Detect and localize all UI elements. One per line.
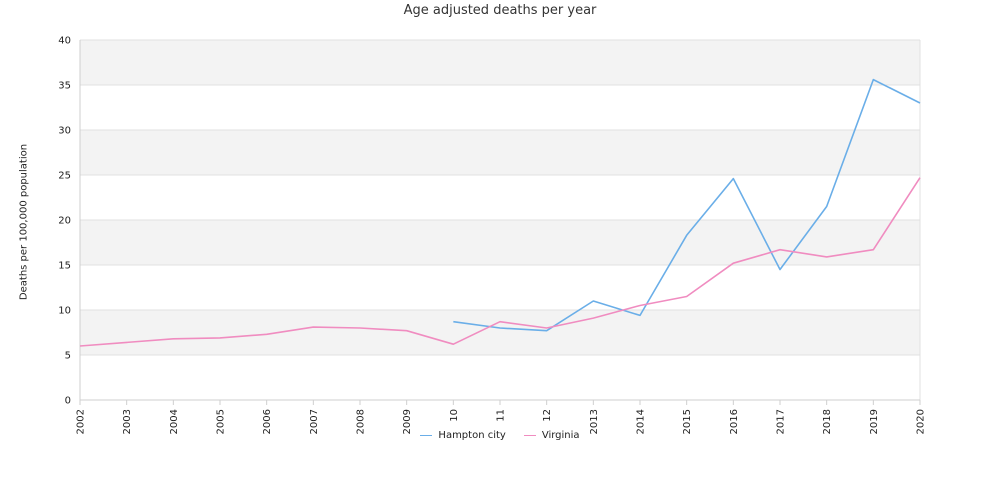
x-tick-label: 2004: [169, 409, 180, 434]
y-tick-label: 25: [58, 171, 71, 182]
x-tick-label: 11: [496, 409, 507, 422]
y-tick-labels: 0 5 10 15 20 25 30 35 40: [58, 36, 71, 407]
x-tick-label: 2002: [76, 409, 87, 434]
y-tick-label: 5: [65, 351, 71, 362]
grid-band: [80, 265, 920, 310]
legend-swatch-1: [523, 435, 536, 436]
y-tick-label: 40: [58, 36, 71, 47]
x-tick-label: 2018: [822, 409, 833, 434]
y-tick-label: 35: [58, 81, 71, 92]
y-tick-label: 30: [58, 126, 71, 137]
y-tick-label: 0: [65, 396, 71, 407]
x-tick-labels: 2002 2003 2004 2005 2006 2007 2008 2009 10 11 12 20…: [76, 409, 927, 434]
x-tick-label: 2003: [122, 409, 133, 434]
x-tick-label: 2020: [916, 409, 927, 434]
grid-band: [80, 85, 920, 130]
x-tick-label: 2005: [216, 409, 227, 434]
series-line-0[interactable]: [453, 78, 921, 332]
x-tick-label: 2009: [402, 409, 413, 434]
grid-band: [80, 310, 920, 355]
x-tick-label: 2019: [869, 409, 880, 434]
grid-band: [80, 355, 920, 400]
x-tick-label: 10: [449, 409, 460, 422]
x-tick-label: 2016: [729, 409, 740, 434]
legend-label-0: Hampton city: [438, 430, 506, 441]
grid-band: [80, 130, 920, 175]
y-tick-label: 15: [58, 261, 71, 272]
x-tick-label: 2006: [262, 409, 273, 434]
grid-band: [80, 40, 920, 85]
x-tick-label: 12: [542, 409, 553, 422]
y-tick-label: 20: [58, 216, 71, 227]
x-tick-label: 2008: [356, 409, 367, 434]
series-lines: [79, 78, 921, 347]
axes: [79, 40, 921, 405]
x-tick-label: 2015: [682, 409, 693, 434]
legend: Hampton city Virginia: [0, 430, 1000, 441]
legend-label-1: Virginia: [541, 430, 580, 441]
x-tick-label: 2007: [309, 409, 320, 434]
y-tick-label: 10: [58, 306, 71, 317]
x-tick-label: 2014: [636, 409, 647, 434]
legend-swatch-0: [420, 435, 433, 436]
chart-title: Age adjusted deaths per year: [403, 3, 597, 18]
grid-bands: [80, 40, 920, 400]
x-tick-label: 2017: [776, 409, 787, 434]
grid-band: [80, 175, 920, 220]
legend-item-1[interactable]: Virginia: [523, 430, 580, 441]
series-line-1[interactable]: [79, 177, 921, 347]
x-tick-label: 2013: [589, 409, 600, 434]
grid-band: [80, 220, 920, 265]
legend-item-0[interactable]: Hampton city: [420, 430, 506, 441]
